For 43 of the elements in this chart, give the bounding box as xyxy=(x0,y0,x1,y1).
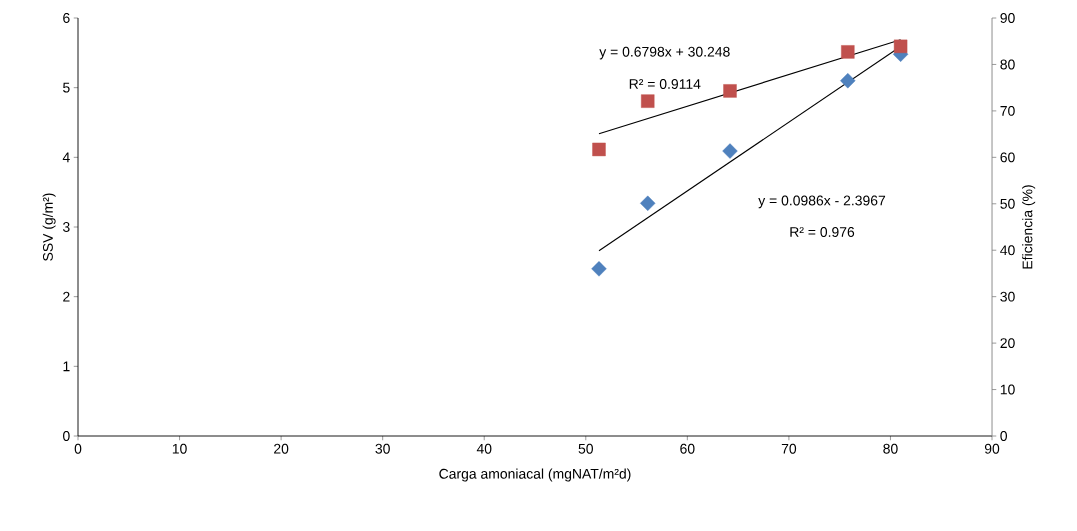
y-tick-label: 2 xyxy=(63,291,70,302)
point xyxy=(722,143,738,159)
point xyxy=(723,84,737,98)
point xyxy=(893,39,908,54)
x-tick-label: 50 xyxy=(578,443,593,454)
y2-tick-label: 10 xyxy=(1000,384,1015,395)
x-tick-label: 40 xyxy=(476,443,492,454)
y-tick-label: 6 xyxy=(63,13,70,23)
y2-tick-label: 50 xyxy=(1000,198,1015,209)
annotation: y = 0.6798x + 30.248 xyxy=(599,46,730,60)
y2-tick-label: 70 xyxy=(1000,105,1015,116)
y-tick-label: 1 xyxy=(63,361,70,372)
y-axis-title: SSV (g/m²) xyxy=(42,193,56,261)
annotation: y = 0.0986x - 2.3967 xyxy=(758,195,886,209)
y-tick-label: 4 xyxy=(62,152,70,163)
y-tick-label: 5 xyxy=(63,82,70,93)
y2-tick-label: 30 xyxy=(1000,291,1015,302)
y2-tick-label: 20 xyxy=(1000,338,1015,349)
annotation: R² = 0.976 xyxy=(790,227,855,237)
point xyxy=(591,261,607,277)
x-tick-label: 90 xyxy=(984,443,1000,454)
x-axis-title: Carga amoniacal (mgNAT/m²d) xyxy=(439,468,631,482)
y-tick-label: 0 xyxy=(63,431,70,441)
y2-tick-label: 60 xyxy=(1000,152,1015,163)
y2-tick-label: 80 xyxy=(1000,59,1015,70)
y2-tick-label: 90 xyxy=(1000,13,1015,23)
point xyxy=(592,142,606,157)
y2-tick-label: 0 xyxy=(1000,431,1008,441)
x-tick-label: 70 xyxy=(781,443,797,454)
point xyxy=(841,45,855,59)
x-tick-label: 20 xyxy=(274,443,289,454)
point xyxy=(641,94,655,108)
y-tick-label: 3 xyxy=(63,222,70,232)
x-tick-label: 30 xyxy=(375,443,390,454)
x-tick-label: 60 xyxy=(680,443,695,454)
annotation: R² = 0.9114 xyxy=(629,79,701,89)
x-tick-label: 80 xyxy=(883,443,898,454)
point xyxy=(840,73,856,89)
y2-tick-label: 40 xyxy=(1000,245,1015,256)
x-tick-label: 0 xyxy=(74,443,82,454)
y2-axis-title: Eficiencia (%) xyxy=(1022,185,1036,269)
point xyxy=(640,195,656,211)
x-tick-label: 10 xyxy=(172,443,187,454)
